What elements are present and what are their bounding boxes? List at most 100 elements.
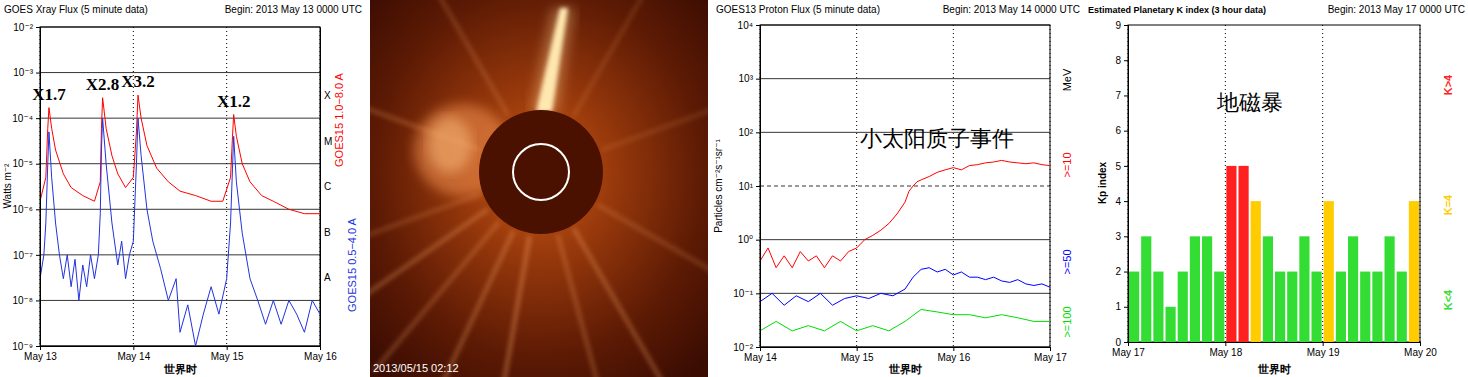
bar (1360, 272, 1370, 342)
tick-mark (1124, 95, 1128, 96)
tick: 8 (1115, 55, 1128, 66)
tick-mark (1124, 342, 1128, 343)
chart-subtitle: Begin: 2013 May 13 0000 UTC (225, 4, 362, 15)
tick-mark (320, 346, 321, 350)
tick-label: 10⁻¹ (733, 288, 753, 299)
tick: 3 (1115, 231, 1128, 242)
tick: 10⁻¹ (733, 288, 760, 299)
bar (1372, 272, 1382, 342)
plot-frame (760, 25, 1050, 347)
tick: 10⁻⁵ (12, 158, 40, 169)
tick-mark (1420, 342, 1421, 346)
legend: K<4K=4K>4 (1442, 74, 1454, 310)
y-axis-title: Kp index (1097, 161, 1108, 204)
chart-panel: May 14May 15May 16May 1710⁻²10⁻¹10⁰10¹10… (713, 4, 1080, 376)
bar (1348, 236, 1358, 342)
y-axis-title: Particles cm⁻²s⁻¹sr⁻¹ (713, 139, 724, 233)
image-background (370, 0, 708, 377)
axis-line (761, 348, 1051, 352)
annotation: X2.8 (86, 75, 120, 94)
coronal-ray (411, 0, 509, 116)
tick-mark (36, 255, 40, 256)
bar (1190, 236, 1200, 342)
bar (1299, 236, 1309, 342)
y-axis: 10⁻⁹10⁻⁸10⁻⁷10⁻⁶10⁻⁵10⁻⁴10⁻³10⁻² (12, 22, 40, 352)
plot-frame (40, 27, 320, 346)
tick-label: 1 (1115, 301, 1121, 312)
series-line (40, 118, 320, 346)
tick-mark (36, 209, 40, 210)
annotation: X1.7 (32, 85, 66, 104)
annotation: X1.2 (217, 92, 251, 111)
tick-mark (1124, 272, 1128, 273)
series-line (760, 268, 1050, 306)
tick-mark (756, 347, 760, 348)
chart-title: GOES Xray Flux (5 minute data) (4, 4, 148, 15)
tick-label: May 19 (1307, 347, 1340, 358)
chart-subtitle: Begin: 2013 May 14 0000 UTC (943, 4, 1080, 15)
bar (1178, 272, 1188, 342)
tick: M (320, 136, 332, 147)
coronal-ray (574, 0, 672, 116)
y-axis: 0123456789 (1115, 20, 1128, 348)
bar (1312, 272, 1322, 342)
coronal-ray (602, 83, 708, 150)
plot-area (1129, 166, 1419, 342)
tick-label: May 17 (1034, 352, 1067, 363)
tick: May 20 (1404, 342, 1437, 358)
grid (40, 27, 320, 346)
tick-label: 10⁻⁴ (12, 113, 33, 124)
legend-entry: K<4 (1442, 289, 1454, 310)
bar (1129, 272, 1139, 342)
tick-mark (756, 240, 760, 241)
grid (1128, 25, 1420, 342)
tick: 10¹ (739, 181, 760, 192)
tick-mark (1124, 131, 1128, 132)
x-axis-title: 世界时 (1257, 363, 1291, 376)
tick: 10⁻⁹ (12, 341, 40, 352)
x-axis: May 17May 18May 19May 20 (1112, 342, 1437, 358)
tick: 10⁻² (733, 342, 760, 353)
threshold-line (760, 186, 1050, 187)
axis-line (41, 347, 321, 351)
tick-mark (1050, 347, 1051, 351)
tick: 10⁻⁶ (12, 204, 40, 215)
tick-label: 10⁻⁹ (12, 341, 33, 352)
tick-mark (227, 346, 228, 350)
grid-line (760, 293, 1050, 294)
axis-line (756, 26, 761, 348)
tick-label: 2 (1115, 266, 1121, 277)
tick-label: 10⁻⁶ (12, 204, 33, 215)
tick-mark (1124, 236, 1128, 237)
tick: C (320, 181, 331, 192)
annotation: 地磁暴 (1216, 90, 1283, 115)
bar (1214, 272, 1224, 342)
tick-label: 7 (1115, 90, 1121, 101)
y-axis: 10⁻²10⁻¹10⁰10¹10²10³10⁴ (733, 20, 760, 353)
tick-label: May 17 (1112, 347, 1145, 358)
tick-label: 3 (1115, 231, 1121, 242)
bar (1166, 307, 1176, 342)
tick-label: 10⁻² (13, 22, 33, 33)
legend-entry: GOES15 0.5−4.0 A (346, 217, 358, 312)
tick-label: May 15 (841, 352, 874, 363)
tick-label: 4 (1115, 196, 1121, 207)
grid-line (40, 209, 320, 210)
axis-line (36, 28, 41, 347)
annotation: 小太阳质子事件 (860, 126, 1014, 151)
tick-mark (756, 25, 760, 26)
chart-panel: May 13May 14May 15May 1610⁻⁹10⁻⁸10⁻⁷10⁻⁶… (2, 4, 362, 376)
tick-label: May 14 (117, 351, 150, 362)
series-line (40, 95, 320, 214)
bar (1324, 201, 1334, 342)
tick: 10⁻⁴ (12, 113, 40, 124)
chart-subtitle: Begin: 2013 May 17 0000 UTC (1328, 4, 1465, 15)
tick-label: 10⁴ (738, 20, 753, 31)
tick-label: A (324, 272, 331, 283)
annotation: X3.2 (121, 72, 155, 91)
tick: 9 (1115, 20, 1128, 31)
legend-unit: MeV (1061, 68, 1073, 91)
tick-label: 10⁻⁷ (13, 250, 33, 261)
x-axis-title: 世界时 (888, 363, 922, 376)
coronal-ray (597, 205, 708, 303)
